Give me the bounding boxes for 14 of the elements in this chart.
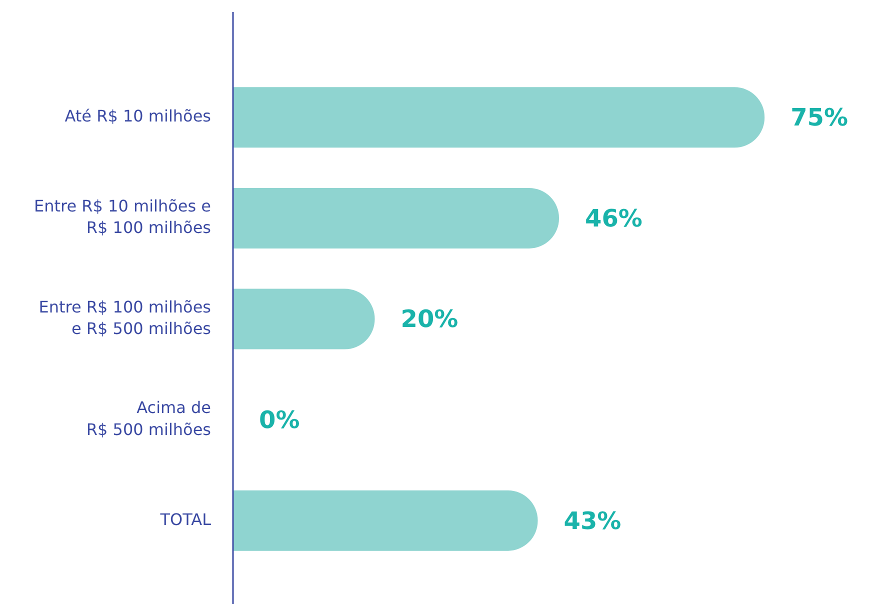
data-label: 46% <box>585 204 642 232</box>
y-tick-label: Acima de R$ 500 milhões <box>86 398 211 439</box>
data-label: 43% <box>564 506 622 535</box>
data-label: 75% <box>790 104 848 132</box>
bar <box>233 490 538 551</box>
y-tick-label: TOTAL <box>159 510 212 529</box>
y-tick-label: Até R$ 10 milhões <box>64 106 211 126</box>
data-label: 0% <box>259 406 300 434</box>
y-tick-label: Entre R$ 100 milhões e R$ 500 milhões <box>38 297 211 338</box>
bar <box>233 87 765 148</box>
bar <box>233 288 375 350</box>
y-tick-label: Entre R$ 10 milhões e R$ 100 milhões <box>34 196 211 238</box>
data-label: 20% <box>400 305 458 334</box>
bar <box>233 188 560 248</box>
